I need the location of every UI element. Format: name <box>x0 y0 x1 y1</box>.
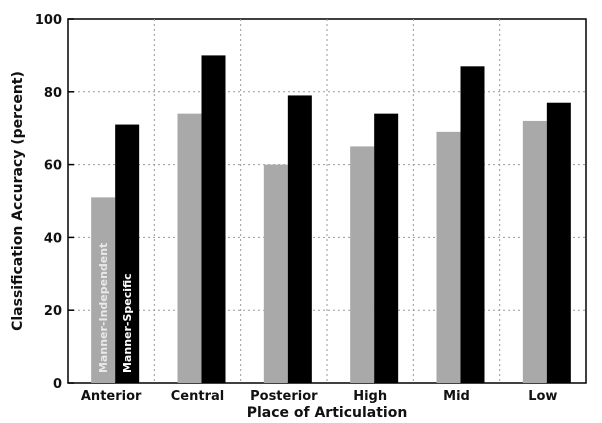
bar <box>350 146 375 383</box>
y-tick-label: 80 <box>44 86 62 101</box>
bar <box>546 102 571 383</box>
bars <box>91 55 571 384</box>
bar <box>460 66 485 383</box>
y-axis-title: Classification Accuracy (percent) <box>10 71 26 331</box>
y-axis: 0 20 40 60 80 100 <box>35 13 74 392</box>
bar <box>201 55 226 384</box>
bar <box>287 95 312 383</box>
bar <box>91 197 116 383</box>
bar <box>374 113 399 383</box>
x-tick-label: Mid <box>443 389 470 404</box>
x-tick-label: Anterior <box>81 389 142 404</box>
bar <box>436 131 461 383</box>
y-tick-label: 100 <box>35 13 62 28</box>
x-tick-label: Central <box>171 389 224 404</box>
series-label: Manner-Independent <box>97 243 110 373</box>
bar <box>177 113 202 383</box>
x-axis: Anterior Central Posterior High Mid Low <box>81 389 558 404</box>
bar <box>263 164 288 383</box>
grid-lines <box>68 19 586 383</box>
y-tick-label: 40 <box>44 231 62 246</box>
x-tick-label: Low <box>528 389 557 404</box>
x-tick-label: Posterior <box>250 389 318 404</box>
x-axis-title: Place of Articulation <box>247 405 408 421</box>
bar <box>522 120 547 384</box>
y-tick-label: 60 <box>44 159 62 174</box>
bar <box>115 124 140 383</box>
x-tick-label: High <box>353 389 387 404</box>
y-tick-label: 20 <box>44 304 62 319</box>
series-label: Manner-Specific <box>121 273 134 373</box>
y-tick-label: 0 <box>53 377 62 392</box>
series-labels: Manner-Independent Manner-Specific <box>97 243 134 373</box>
